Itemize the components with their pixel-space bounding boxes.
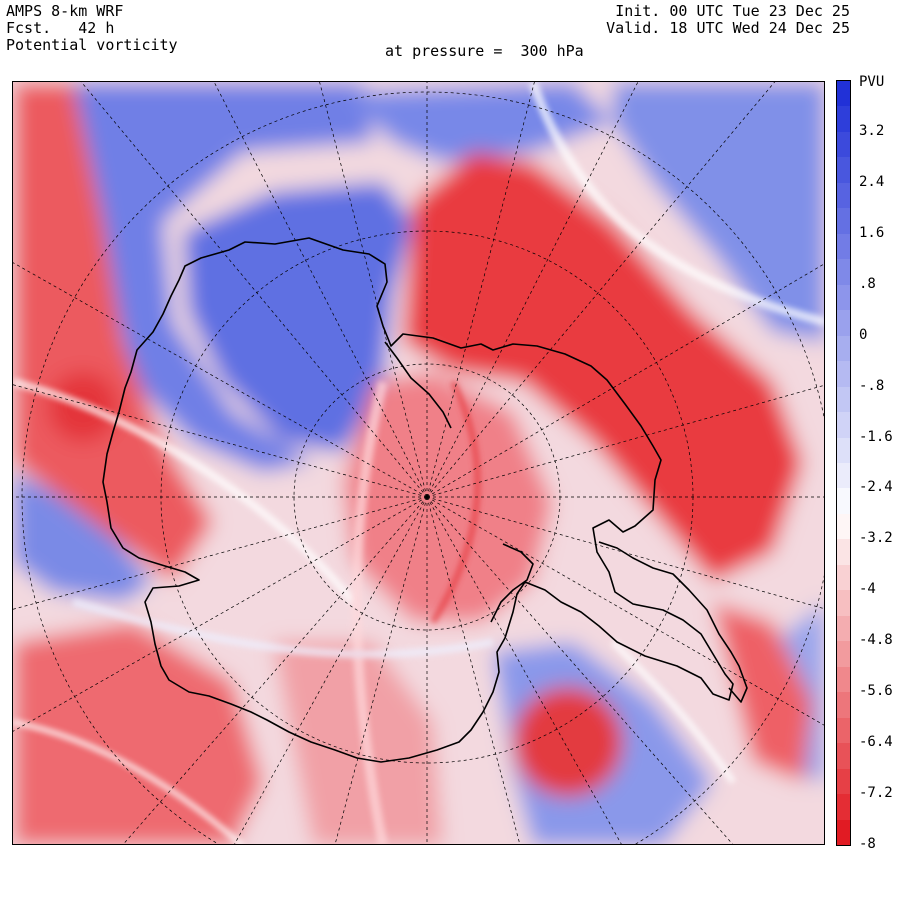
colorbar-cell: [837, 437, 850, 464]
colorbar-tick-label: 2.4: [859, 173, 885, 190]
meridian: [426, 82, 776, 498]
colorbar-tick-label: -2.4: [859, 479, 893, 496]
meridian: [213, 82, 428, 498]
colorbar-cell: [837, 692, 850, 719]
pv-region-red-tongue: [403, 152, 803, 582]
colorbar-cell: [837, 131, 850, 159]
colorbar-cell: [837, 717, 850, 745]
pv-region-red-east: [713, 602, 813, 782]
colorbar-cell: [837, 539, 850, 566]
pv-region-red-s: [273, 642, 443, 844]
colorbar-cell: [837, 259, 850, 286]
colorbar-cell: [837, 615, 850, 643]
header-right: Init. 00 UTC Tue 23 Dec 25 Valid. 18 UTC …: [606, 3, 850, 37]
header-left: AMPS 8-km WRF Fcst. 42 h Potential vortici…: [6, 3, 178, 54]
pressure-level: at pressure = 300 hPa: [385, 42, 584, 60]
colorbar-tick-label: 1.6: [859, 224, 885, 241]
colorbar-unit: PVU: [859, 74, 885, 90]
colorbar-tick-label: -.8: [859, 377, 885, 394]
pv-region-blue-north: [343, 82, 613, 162]
colorbar-cell: [837, 819, 850, 845]
colorbar-cell: [837, 81, 850, 108]
colorbar-tick-label: -5.6: [859, 683, 893, 700]
colorbar-cell: [837, 182, 850, 210]
init-time: Init. 00 UTC Tue 23 Dec 25: [615, 2, 850, 20]
meridian: [426, 385, 824, 498]
peninsula-coastline: [598, 541, 748, 703]
colorbar: [836, 80, 851, 846]
colorbar-cell: [837, 666, 850, 694]
ross-ice-shelf: [490, 543, 534, 623]
meridian: [426, 82, 535, 498]
colorbar-cell: [837, 488, 850, 515]
colorbar-tick-label: .8: [859, 275, 876, 292]
map-svg: [13, 82, 824, 844]
pv-region-red-eddy: [513, 687, 623, 797]
meridian: [80, 82, 428, 498]
colorbar-cell: [837, 463, 850, 490]
pv-region-blue-ne: [613, 82, 824, 342]
meridian: [13, 384, 428, 498]
colorbar-tick-label: 3.2: [859, 122, 885, 139]
colorbar-cell: [837, 386, 850, 414]
meridian: [426, 496, 824, 609]
colorbar-tick-label: -4: [859, 581, 876, 598]
graticule: [13, 82, 824, 844]
colorbar-cell: [837, 310, 850, 337]
colorbar-cell: [837, 564, 850, 592]
colorbar-cell: [837, 208, 850, 235]
field-name: Potential vorticity: [6, 36, 178, 54]
colorbar-cell: [837, 641, 850, 668]
colorbar-cell: [837, 106, 850, 133]
pv-region-red-sw: [13, 622, 263, 844]
meridian: [319, 82, 428, 498]
colorbar-cell: [837, 794, 850, 821]
pv-region-red-west: [13, 82, 213, 582]
meridian: [426, 496, 622, 844]
colorbar-cell: [837, 412, 850, 439]
meridian: [426, 496, 733, 844]
meridian: [426, 263, 824, 498]
colorbar-cell: [837, 590, 850, 617]
pv-region-blue-center: [183, 182, 413, 452]
filchner-ice-shelf: [384, 341, 452, 429]
colorbar-tick-label: -1.6: [859, 428, 893, 445]
colorbar-cell: [837, 335, 850, 363]
colorbar-tick-label: -7.2: [859, 785, 893, 802]
model-title: AMPS 8-km WRF: [6, 2, 124, 20]
pv-region-blue-nw: [73, 82, 373, 472]
colorbar-tick-label: -8: [859, 836, 876, 852]
valid-time: Valid. 18 UTC Wed 24 Dec 25: [606, 19, 850, 37]
meridian: [426, 496, 824, 726]
meridian: [426, 496, 521, 844]
colorbar-cell: [837, 284, 850, 312]
colorbar-tick-label: 0: [859, 326, 868, 343]
colorbar-cell: [837, 743, 850, 770]
meridian: [234, 496, 428, 844]
coastline: [102, 237, 748, 763]
colorbar-tick-label: -3.2: [859, 530, 893, 547]
pv-field: [13, 82, 824, 844]
colorbar-cell: [837, 361, 850, 388]
forecast-hour: Fcst. 42 h: [6, 19, 115, 37]
meridian: [13, 496, 428, 610]
colorbar-cell: [837, 233, 850, 261]
pv-region-blue-west: [13, 472, 153, 602]
meridian: [426, 82, 639, 498]
meridian: [334, 496, 428, 844]
pv-filaments: [13, 82, 824, 844]
colorbar-cell: [837, 157, 850, 184]
colorbar-tick-label: -4.8: [859, 632, 893, 649]
colorbar-cell: [837, 768, 850, 796]
pv-map: [12, 81, 825, 845]
colorbar-tick-label: -6.4: [859, 734, 893, 751]
antarctica-coastline: [102, 237, 734, 763]
colorbar-cell: [837, 513, 850, 541]
meridian: [123, 496, 428, 844]
